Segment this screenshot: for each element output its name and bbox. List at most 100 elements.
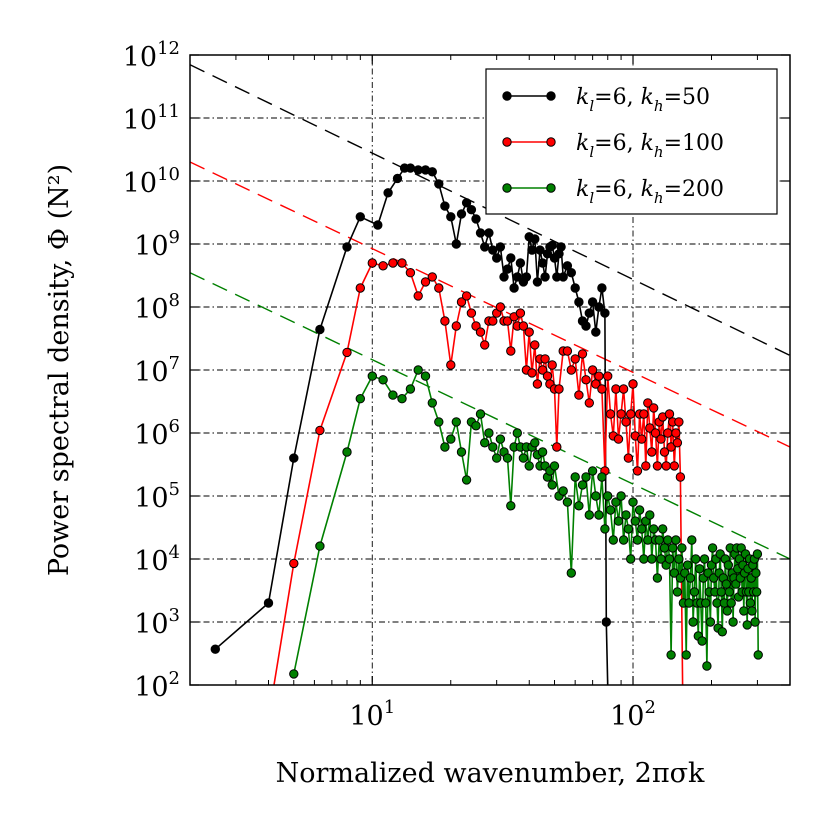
data-point <box>591 491 601 501</box>
data-point <box>475 327 486 337</box>
legend-entry: kl=6, kh=200 <box>502 177 724 207</box>
data-point <box>461 291 472 301</box>
data-point <box>724 587 734 597</box>
data-point <box>405 384 416 394</box>
data-point <box>618 384 629 394</box>
data-point <box>645 510 655 520</box>
data-point <box>388 390 398 400</box>
data-point <box>289 453 299 463</box>
legend-label: kl=6, kh=100 <box>576 131 724 161</box>
data-point <box>492 453 502 463</box>
data-point <box>570 283 580 293</box>
data-point <box>515 258 526 268</box>
data-point <box>289 669 299 679</box>
data-point <box>427 398 437 408</box>
data-point <box>656 434 666 444</box>
data-point <box>475 228 486 238</box>
data-point <box>289 558 299 569</box>
data-point <box>613 434 624 444</box>
data-point <box>597 283 607 293</box>
data-point <box>367 258 377 268</box>
data-point <box>566 365 576 375</box>
data-point <box>751 568 761 578</box>
data-point <box>440 316 450 326</box>
data-point <box>413 291 423 301</box>
data-point <box>641 461 651 471</box>
data-point <box>537 447 548 457</box>
data-point <box>397 394 407 404</box>
data-point <box>742 620 752 630</box>
data-point <box>752 587 762 597</box>
legend-marker <box>502 137 512 147</box>
data-point <box>634 505 645 515</box>
data-point <box>688 617 698 627</box>
data-point <box>413 365 423 375</box>
data-point <box>509 283 519 293</box>
data-point <box>671 428 681 438</box>
data-point <box>752 549 763 559</box>
data-point <box>671 535 681 545</box>
data-point <box>717 627 727 637</box>
series-group <box>210 163 611 685</box>
data-point <box>702 661 712 671</box>
y-tick-labels: 102 103 104 105 106 107 108 109 1010 1011 1012 <box>123 38 180 703</box>
data-point <box>659 447 670 457</box>
data-point <box>355 212 365 222</box>
data-point <box>654 535 664 545</box>
data-point <box>659 543 670 553</box>
y-tick-label: 104 <box>134 542 180 577</box>
data-point <box>542 371 553 381</box>
data-point <box>440 201 450 211</box>
data-point <box>512 272 522 282</box>
data-point <box>611 384 621 394</box>
data-point <box>623 453 634 463</box>
x-tick-labels: 101 102 <box>349 697 656 732</box>
data-point <box>524 461 534 471</box>
data-point <box>378 261 388 271</box>
data-point <box>263 598 274 608</box>
data-point <box>605 409 616 419</box>
data-point <box>492 253 502 263</box>
data-point <box>618 535 629 545</box>
data-point <box>530 340 540 350</box>
data-point <box>499 272 509 282</box>
legend-label: kl=6, kh=50 <box>576 85 710 115</box>
data-point <box>689 587 700 597</box>
data-point <box>397 258 407 268</box>
data-point <box>726 598 736 608</box>
legend-marker <box>546 91 556 101</box>
data-point <box>677 543 687 553</box>
data-point <box>434 283 444 293</box>
data-point <box>446 212 456 222</box>
data-point <box>521 272 532 282</box>
data-point <box>471 214 481 224</box>
data-point <box>558 486 568 496</box>
data-point <box>597 384 607 394</box>
data-point <box>577 480 588 490</box>
data-point <box>721 579 731 589</box>
data-point <box>694 564 705 574</box>
data-point <box>675 472 686 482</box>
data-point <box>466 205 477 215</box>
data-point <box>475 409 486 419</box>
data-point <box>383 188 393 198</box>
data-point <box>461 475 472 485</box>
data-point <box>649 403 659 413</box>
y-tick-label: 105 <box>134 479 180 514</box>
legend-entry: kl=6, kh=50 <box>502 85 710 115</box>
data-point <box>405 163 416 173</box>
data-point <box>518 453 529 463</box>
data-point <box>581 375 591 385</box>
data-point <box>488 316 498 326</box>
data-point <box>722 606 732 616</box>
data-point <box>518 321 529 331</box>
data-point <box>506 346 516 356</box>
data-point <box>632 466 643 476</box>
y-tick-label: 108 <box>134 290 180 325</box>
data-point <box>574 390 584 400</box>
data-point <box>728 617 738 627</box>
data-point <box>621 417 631 427</box>
data-point <box>663 535 673 545</box>
reference-line <box>190 161 790 448</box>
data-point <box>584 308 594 318</box>
